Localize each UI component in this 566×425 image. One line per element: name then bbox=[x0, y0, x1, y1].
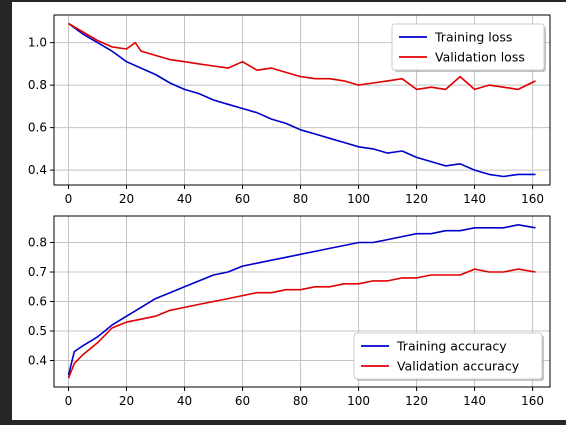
legend-label: Validation accuracy bbox=[397, 359, 520, 374]
legend: Training accuracy Validation accuracy bbox=[353, 332, 544, 381]
y-tick-label: 0.4 bbox=[28, 353, 47, 367]
axes-frame bbox=[53, 14, 551, 186]
x-tick-label: 20 bbox=[119, 192, 134, 206]
x-tick-label: 80 bbox=[293, 394, 308, 408]
x-tick-label: 140 bbox=[463, 192, 486, 206]
x-tick-label: 160 bbox=[521, 394, 544, 408]
figure: 0 20 40 60 80 100 120 140 160 0.4 0.6 0.8 1.0 Trainin… bbox=[12, 2, 566, 420]
y-tick-label: 0.8 bbox=[28, 236, 47, 250]
x-tick-label: 60 bbox=[235, 192, 250, 206]
y-tick-label: 1.0 bbox=[28, 36, 47, 50]
y-tick-label: 0.7 bbox=[28, 265, 47, 279]
x-tick-label: 120 bbox=[405, 394, 428, 408]
x-tick-label: 100 bbox=[347, 394, 370, 408]
legend-label: Training accuracy bbox=[396, 339, 507, 354]
x-tick-label: 60 bbox=[235, 394, 250, 408]
x-tick-label: 140 bbox=[463, 394, 486, 408]
y-tick-label: 0.5 bbox=[28, 324, 47, 338]
series-line-validation-accuracy bbox=[67, 268, 536, 379]
series-line-validation-loss bbox=[68, 22, 536, 91]
y-tick-label: 0.4 bbox=[28, 163, 47, 177]
x-tick-label: 0 bbox=[65, 394, 73, 408]
chart-1: 0 20 40 60 80 100 120 140 160 0.4 0.6 0.8 1.0 Trainin… bbox=[28, 14, 551, 206]
legend-box bbox=[353, 332, 543, 380]
series-line-training-accuracy bbox=[67, 224, 536, 376]
figure-canvas: 0 20 40 60 80 100 120 140 160 0.4 0.6 0.8 1.0 Trainin… bbox=[28, 14, 551, 408]
x-tick-label: 100 bbox=[347, 192, 370, 206]
x-tick-label: 40 bbox=[177, 192, 192, 206]
legend-label: Training loss bbox=[434, 30, 512, 45]
legend-label: Validation loss bbox=[435, 50, 525, 65]
x-tick-label: 40 bbox=[177, 394, 192, 408]
chart-2: 0 20 40 60 80 100 120 140 160 0.4 0.5 0.6 0.7 0.8 Trai… bbox=[28, 215, 551, 408]
x-tick-label: 160 bbox=[521, 192, 544, 206]
legend-box bbox=[391, 23, 545, 71]
x-tick-label: 80 bbox=[293, 192, 308, 206]
y-tick-label: 0.6 bbox=[28, 121, 47, 135]
x-tick-label: 0 bbox=[65, 192, 73, 206]
x-tick-label: 20 bbox=[119, 394, 134, 408]
x-tick-label: 120 bbox=[405, 192, 428, 206]
axes-frame bbox=[53, 215, 551, 388]
y-tick-label: 0.8 bbox=[28, 78, 47, 92]
legend: Training loss Validation loss bbox=[391, 23, 546, 72]
series-line-training-loss bbox=[68, 22, 536, 178]
y-tick-label: 0.6 bbox=[28, 295, 47, 309]
